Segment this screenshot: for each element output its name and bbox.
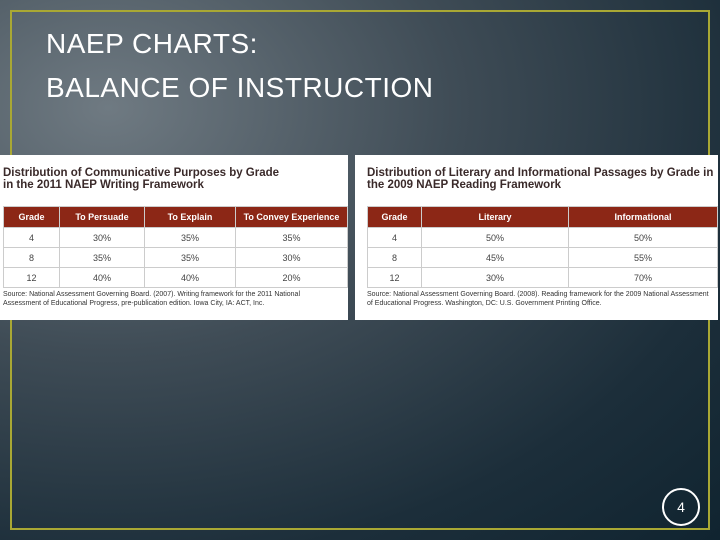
table: Grade To Persuade To Explain To Convey Expe… [3,206,348,288]
row: 8 35% 35% 30% [3,247,348,268]
cell: 12 [367,267,422,288]
cell: 30% [235,247,348,268]
row: 4 30% 35% 35% [3,227,348,248]
cell: 50% [568,227,718,248]
table-title: Distribution of Communicative Purposes b… [3,167,279,191]
header-cell: Grade [3,206,60,228]
row: 12 40% 40% 20% [3,267,348,288]
page-number: 4 [662,488,700,526]
table-title-line: the 2009 NAEP Reading Framework [367,179,562,191]
cell: 40% [144,267,236,288]
row: 4 50% 50% [367,227,718,248]
table-source: Source: National Assessment Governing Bo… [367,291,709,307]
cell: 70% [568,267,718,288]
cell: 4 [3,227,60,248]
slide-title: BALANCE OF INSTRUCTION [46,72,434,103]
table-title-line: Distribution of Communicative Purposes b… [3,167,280,179]
cell: 8 [3,247,60,268]
header-cell: Grade [367,206,422,228]
table-source: Source: National Assessment Governing Bo… [3,291,300,307]
table-title-line: in the 2011 NAEP Writing Framework [3,179,204,191]
header-row: Grade To Persuade To Explain To Convey Expe… [3,206,348,228]
cell: 40% [59,267,145,288]
cell: 30% [59,227,145,248]
header-row: Grade Literary Informational [367,206,718,228]
cell: 35% [144,247,236,268]
header-cell: To Persuade [59,206,145,228]
cell: 35% [59,247,145,268]
header-cell: Informational [568,206,718,228]
header-cell: To Convey Experience [235,206,348,228]
cell: 35% [235,227,348,248]
row: 8 45% 55% [367,247,718,268]
cell: 8 [367,247,422,268]
cell: 55% [568,247,718,268]
header-cell: Literary [421,206,569,228]
table: Grade Literary Informational 4 50% 50% 8 45% 55%… [367,206,718,288]
table-title: Distribution of Literary and Information… [367,167,713,191]
table-panel: Distribution of Communicative Purposes b… [0,155,348,320]
cell: 4 [367,227,422,248]
table-title-line: Distribution of Literary and Information… [367,167,714,179]
cell: 20% [235,267,348,288]
cell: 12 [3,267,60,288]
table-panel: Distribution of Literary and Information… [355,155,718,320]
cell: 45% [421,247,569,268]
cell: 35% [144,227,236,248]
cell: 50% [421,227,569,248]
slide-title: NAEP CHARTS: [46,28,258,59]
row: 12 30% 70% [367,267,718,288]
cell: 30% [421,267,569,288]
header-cell: To Explain [144,206,236,228]
